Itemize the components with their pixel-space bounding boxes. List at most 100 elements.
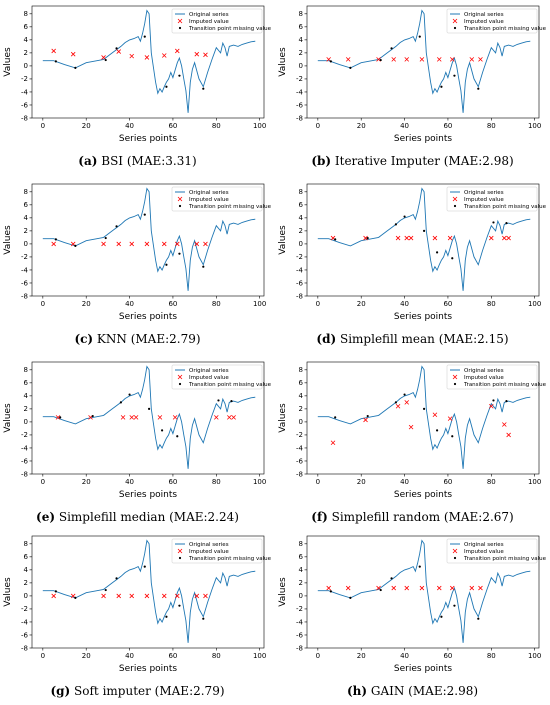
x-tick-label: 60 (443, 122, 452, 130)
x-tick-label: 100 (253, 652, 266, 660)
panel-caption: (d) Simplefill mean (MAE:2.15) (275, 332, 550, 346)
transition-marker (230, 399, 233, 403)
transition-marker (390, 577, 393, 580)
y-tick-label: 4 (24, 566, 29, 574)
y-tick-label: 6 (299, 379, 304, 387)
transition-marker (394, 223, 397, 226)
transition-marker (165, 263, 168, 266)
y-tick-label: 8 (299, 188, 303, 196)
legend-box (446, 186, 538, 212)
x-tick-label: 0 (316, 652, 320, 660)
transition-marker (379, 588, 382, 592)
y-tick-label: -2 (296, 253, 303, 261)
x-axis-label: Series points (394, 664, 452, 674)
y-tick-label: 8 (24, 540, 28, 548)
legend-box (171, 538, 263, 564)
legend-transition-point: Transition point missing value (188, 204, 272, 210)
panel-g: -8 -6 -4 -2 0 2 4 6 8 0 20 40 60 80 100 Series points Va… (0, 530, 275, 705)
imputed-marker (345, 585, 351, 591)
imputed-marker (345, 57, 351, 62)
y-tick-label: 2 (24, 49, 28, 57)
imputed-marker (506, 432, 511, 438)
panel-letter: (g) (50, 684, 71, 698)
imputed-marker (174, 593, 180, 599)
y-tick-label: 4 (299, 36, 304, 44)
transition-marker (435, 429, 439, 432)
transition-marker (165, 85, 168, 88)
y-tick-label: 6 (299, 23, 304, 31)
legend-imputed-value: Imputed value (464, 375, 504, 381)
legend-transition-point: Transition point missing value (463, 556, 547, 562)
x-tick-label: 40 (400, 652, 409, 660)
imputed-marker (144, 593, 150, 599)
legend-imputed-swatch (177, 548, 183, 554)
y-tick-label: 2 (24, 405, 28, 413)
x-axis-label: Series points (119, 312, 177, 322)
legend-transition-swatch (178, 556, 182, 560)
imputed-marker (214, 415, 219, 420)
y-tick-label: -4 (296, 266, 304, 274)
x-axis-label: Series points (119, 664, 177, 674)
y-tick-label: -8 (296, 114, 303, 122)
transition-marker (366, 236, 369, 240)
transition-marker (119, 401, 122, 404)
imputed-marker (51, 241, 56, 247)
imputed-marker (101, 55, 106, 60)
transition-marker (492, 399, 495, 402)
imputed-marker (419, 57, 425, 62)
transition-marker (54, 238, 57, 241)
imputed-marker (449, 585, 455, 591)
transition-marker (178, 604, 181, 607)
transition-marker (451, 257, 454, 260)
panel-letter: (c) (74, 332, 94, 346)
imputed-marker (227, 415, 232, 420)
x-tick-label: 100 (253, 300, 266, 308)
y-tick-label: 8 (299, 10, 303, 18)
x-tick-label: 0 (316, 122, 320, 130)
plot-area (31, 361, 265, 475)
legend-transition-swatch (178, 204, 182, 208)
y-tick-label: 6 (24, 553, 29, 561)
imputed-marker (133, 415, 139, 420)
legend-original-series: Original series (464, 190, 504, 196)
x-tick-label: 0 (41, 652, 45, 660)
original-series-line (317, 187, 531, 291)
transition-marker (453, 74, 456, 77)
x-tick-label: 100 (253, 478, 266, 486)
transition-marker (329, 60, 332, 63)
plot-area (306, 5, 540, 119)
panel-caption-text: Simplefill random (MAE:2.67) (327, 510, 514, 524)
legend-imputed-value: Imputed value (464, 549, 504, 555)
imputed-marker (129, 241, 135, 247)
imputed-marker (404, 585, 410, 591)
legend-box (171, 8, 263, 34)
legend-transition-point: Transition point missing value (188, 556, 272, 562)
legend-imputed-swatch (177, 18, 183, 24)
y-tick-label: 8 (24, 10, 28, 18)
y-tick-label: 2 (299, 405, 303, 413)
panel-caption: (b) Iterative Imputer (MAE:2.98) (275, 154, 550, 168)
imputed-marker (129, 53, 135, 59)
x-axis-label: Series points (119, 490, 177, 500)
y-axis-label: Values (3, 577, 13, 607)
x-tick-label: 80 (487, 652, 496, 660)
imputed-marker (116, 241, 122, 247)
transition-marker (115, 577, 118, 580)
y-tick-label: -4 (21, 88, 29, 96)
legend-box (171, 364, 263, 390)
legend-transition-point: Transition point missing value (463, 26, 547, 32)
transition-marker (422, 407, 426, 410)
y-tick-label: 0 (299, 240, 303, 248)
plot-area (306, 361, 540, 475)
imputed-marker (116, 593, 122, 599)
x-tick-label: 40 (125, 122, 134, 130)
y-tick-label: 6 (24, 23, 29, 31)
legend-box (446, 538, 538, 564)
legend-imputed-swatch (452, 374, 458, 380)
imputed-marker (51, 593, 56, 599)
x-tick-label: 40 (125, 300, 134, 308)
y-tick-label: 4 (24, 36, 29, 44)
x-tick-label: 80 (487, 478, 496, 486)
